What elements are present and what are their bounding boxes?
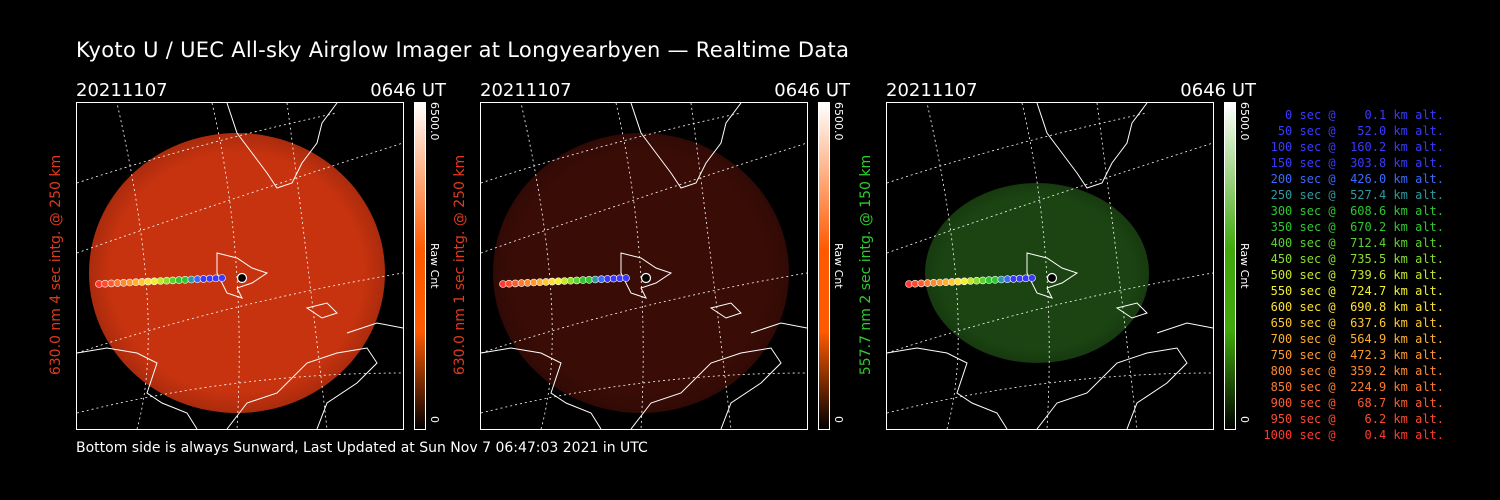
lat-lon-grid-line — [481, 142, 807, 254]
legend-row: 750 sec @ 472.3 km alt. — [1263, 348, 1444, 362]
panel-ylabel: 557.7 nm 2 sec intg. @ 150 km — [858, 154, 874, 376]
legend-row: 200 sec @ 426.0 km alt. — [1263, 172, 1444, 186]
legend-row: 50 sec @ 52.0 km alt. — [1263, 124, 1444, 138]
coastline — [630, 103, 742, 189]
legend-row: 650 sec @ 637.6 km alt. — [1263, 316, 1444, 330]
allsky-image — [886, 102, 1214, 430]
coastline — [77, 347, 198, 429]
legend-row: 900 sec @ 68.7 km alt. — [1263, 396, 1444, 410]
colorbar — [1224, 102, 1236, 430]
coastline — [1036, 347, 1188, 429]
legend-row: 350 sec @ 670.2 km alt. — [1263, 220, 1444, 234]
airglow-image-disk — [89, 133, 385, 413]
panel-time: 0646 UT — [370, 80, 446, 101]
allsky-image — [480, 102, 808, 430]
lat-lon-grid-line — [1021, 103, 1050, 429]
site-marker — [236, 272, 248, 284]
legend-row: 150 sec @ 303.8 km alt. — [1263, 156, 1444, 170]
coastline — [1156, 322, 1213, 334]
legend-row: 700 sec @ 564.9 km alt. — [1263, 332, 1444, 346]
lat-lon-grid-line — [520, 103, 553, 429]
coastline — [305, 302, 338, 319]
trajectory-point — [218, 274, 226, 282]
panel-time: 0646 UT — [774, 80, 850, 101]
legend-row: 950 sec @ 6.2 km alt. — [1263, 412, 1444, 426]
colorbar-min: 0 — [428, 416, 441, 423]
lat-lon-grid-line — [615, 103, 644, 429]
coastline — [620, 252, 673, 299]
coastline — [750, 322, 807, 334]
allsky-image — [76, 102, 404, 430]
footer-note: Bottom side is always Sunward, Last Upda… — [76, 440, 648, 456]
colorbar-max: 6500.0 — [1238, 102, 1251, 141]
coastline — [216, 252, 269, 299]
lat-lon-grid-line — [77, 372, 403, 414]
lat-lon-grid-line — [1096, 103, 1138, 429]
legend-row: 550 sec @ 724.7 km alt. — [1263, 284, 1444, 298]
airglow-image-disk — [925, 183, 1149, 363]
legend-row: 850 sec @ 224.9 km alt. — [1263, 380, 1444, 394]
coastline — [226, 103, 338, 189]
trajectory-point — [1028, 274, 1036, 282]
site-marker — [1046, 272, 1058, 284]
panel-557-2sec: 20211107 0646 UT 557.7 nm 2 sec intg. @ … — [858, 80, 1286, 430]
panel-date: 20211107 — [886, 80, 978, 101]
colorbar-min: 0 — [832, 416, 845, 423]
colorbar-unit: Raw Cnt — [1238, 243, 1251, 289]
legend-row: 1000 sec @ 0.4 km alt. — [1263, 428, 1444, 442]
lat-lon-grid-line — [690, 103, 732, 429]
coastline — [1115, 302, 1148, 319]
legend-row: 600 sec @ 690.8 km alt. — [1263, 300, 1444, 314]
legend-row: 100 sec @ 160.2 km alt. — [1263, 140, 1444, 154]
lat-lon-grid-line — [77, 112, 338, 184]
legend-row: 800 sec @ 359.2 km alt. — [1263, 364, 1444, 378]
coastline — [887, 347, 1008, 429]
coastline — [1036, 103, 1148, 189]
lat-lon-grid-line — [77, 142, 403, 254]
legend-row: 500 sec @ 739.6 km alt. — [1263, 268, 1444, 282]
colorbar-unit: Raw Cnt — [832, 243, 845, 289]
panel-date: 20211107 — [480, 80, 572, 101]
lat-lon-grid-line — [887, 142, 1213, 254]
legend-row: 400 sec @ 712.4 km alt. — [1263, 236, 1444, 250]
page-title: Kyoto U / UEC All-sky Airglow Imager at … — [76, 38, 850, 62]
lat-lon-grid-line — [887, 112, 1148, 184]
colorbar-unit: Raw Cnt — [428, 243, 441, 289]
legend-row: 450 sec @ 735.5 km alt. — [1263, 252, 1444, 266]
colorbar-max: 6500.0 — [832, 102, 845, 141]
colorbar — [414, 102, 426, 430]
lat-lon-grid-line — [211, 103, 240, 429]
legend-row: 250 sec @ 527.4 km alt. — [1263, 188, 1444, 202]
lat-lon-grid-line — [116, 103, 149, 429]
airglow-image-disk — [493, 133, 789, 413]
coastline — [1026, 252, 1079, 299]
panel-ylabel: 630.0 nm 1 sec intg. @ 250 km — [452, 154, 468, 376]
colorbar-min: 0 — [1238, 416, 1251, 423]
coastline — [630, 347, 782, 429]
colorbar-max: 6500.0 — [428, 102, 441, 141]
panel-630-1sec: 20211107 0646 UT 630.0 nm 1 sec intg. @ … — [452, 80, 880, 430]
coastline — [226, 347, 378, 429]
lat-lon-grid-line — [481, 112, 742, 184]
panel-date: 20211107 — [76, 80, 168, 101]
trajectory-point — [622, 274, 630, 282]
lat-lon-grid-line — [926, 103, 959, 429]
colorbar — [818, 102, 830, 430]
lat-lon-grid-line — [887, 372, 1213, 414]
coastline — [346, 322, 403, 334]
site-marker — [640, 272, 652, 284]
trajectory-legend: 0 sec @ 0.1 km alt. 50 sec @ 52.0 km alt… — [1258, 107, 1444, 443]
panel-630-4sec: 20211107 0646 UT 630.0 nm 4 sec intg. @ … — [48, 80, 476, 430]
panel-time: 0646 UT — [1180, 80, 1256, 101]
legend-row: 300 sec @ 608.6 km alt. — [1263, 204, 1444, 218]
coastline — [709, 302, 742, 319]
coastline — [481, 347, 602, 429]
panel-ylabel: 630.0 nm 4 sec intg. @ 250 km — [48, 154, 64, 376]
lat-lon-grid-line — [481, 372, 807, 414]
lat-lon-grid-line — [286, 103, 328, 429]
legend-row: 0 sec @ 0.1 km alt. — [1263, 108, 1444, 122]
